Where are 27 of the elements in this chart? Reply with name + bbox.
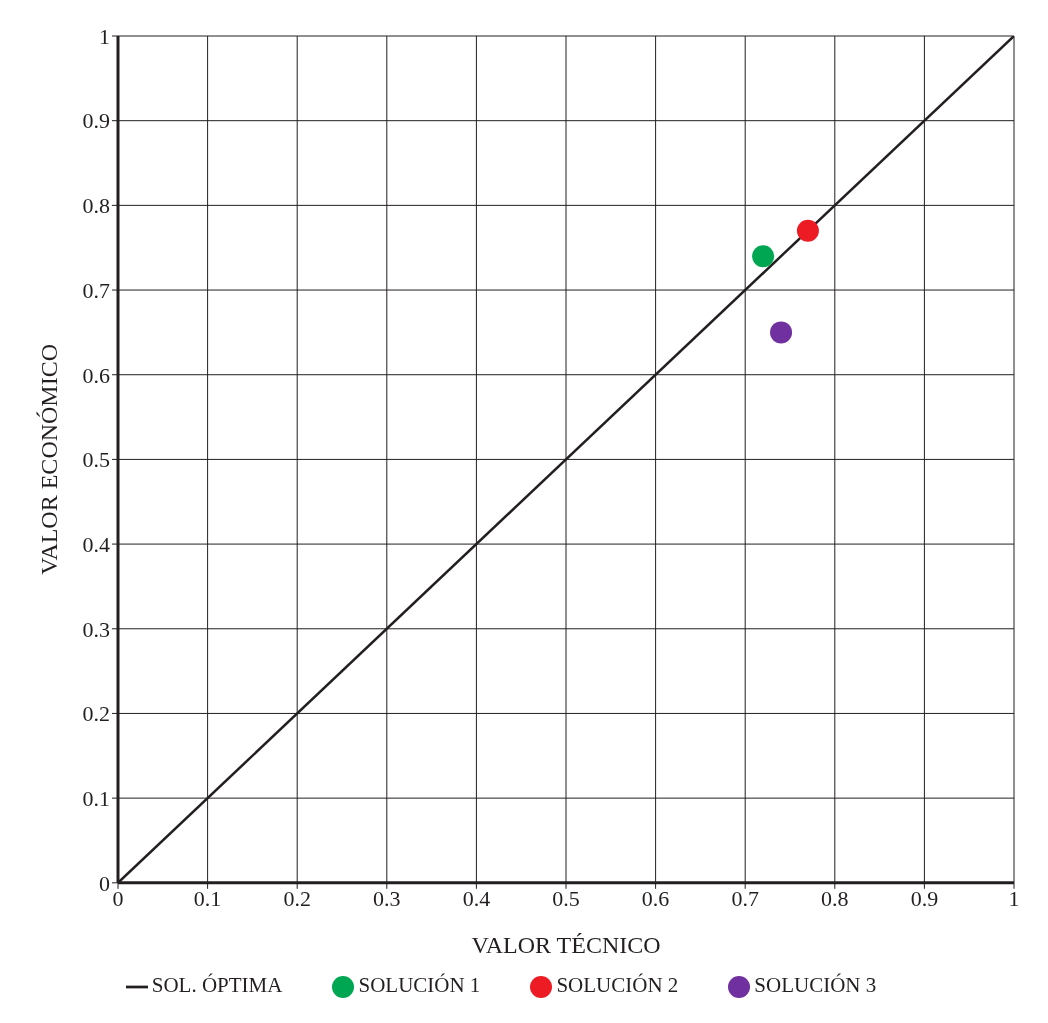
y-tick-label: 0.2: [82, 701, 110, 727]
y-tick-label: 1: [99, 23, 110, 49]
x-tick-label: 0.4: [462, 886, 491, 912]
legend-label: SOLUCIÓN 1: [358, 972, 481, 997]
y-tick-label: 0: [99, 870, 110, 896]
y-tick-label: 0.4: [82, 531, 110, 557]
y-tick-label: 0.5: [82, 447, 110, 473]
x-tick-label: 1: [1008, 886, 1020, 912]
y-tick-label: 0.8: [82, 193, 110, 219]
x-tick-label: 0.3: [373, 886, 401, 912]
x-tick-label: 0.5: [552, 886, 580, 912]
legend-label: SOLUCIÓN 2: [556, 972, 679, 997]
y-tick-label: 0.3: [82, 616, 110, 642]
y-tick-label: 0.1: [82, 785, 110, 811]
x-tick-label: 0.6: [641, 886, 670, 912]
y-axis-title: VALOR ECONÓMICO: [35, 343, 62, 575]
y-tick-label: 0.7: [82, 277, 110, 303]
x-tick-label: 0.7: [731, 886, 759, 912]
x-axis-title: VALOR TÉCNICO: [471, 931, 661, 958]
x-tick-label: 0.9: [910, 886, 939, 912]
legend-label: SOLUCIÓN 3: [754, 972, 877, 997]
legend-label: SOL. ÓPTIMA: [151, 972, 283, 997]
y-tick-label: 0.6: [82, 362, 110, 388]
x-tick-label: 0.8: [821, 886, 849, 912]
x-tick-label: 0.2: [283, 886, 311, 912]
y-tick-label: 0.9: [82, 108, 110, 134]
x-tick-label: 0.1: [193, 886, 222, 912]
